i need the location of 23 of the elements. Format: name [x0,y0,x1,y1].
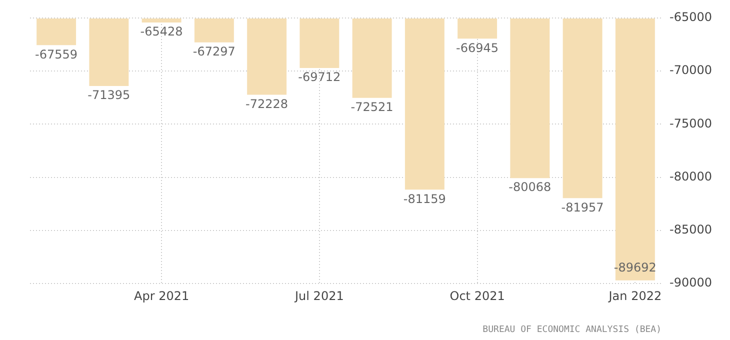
data-label: -65428 [140,24,183,39]
data-label: -89692 [614,260,656,274]
data-label: -71395 [88,88,130,102]
data-label: -72228 [246,96,288,111]
data-label: -69712 [298,70,341,84]
data-label: -81957 [561,200,604,214]
data-label: -72521 [350,100,394,114]
y-tick-label: -70000 [669,63,712,78]
y-tick-label: -65000 [669,10,712,24]
y-tick-label: -80000 [669,169,712,184]
text: BUREAU OF ECONOMIC ANALYSIS (BEA) [482,324,662,335]
x-tick-label: Oct 2021 [450,288,505,303]
y-tick-label: -90000 [669,276,712,290]
x-tick-label: Jul 2021 [294,288,344,303]
y-tick-label: -75000 [669,116,712,130]
data-label: -67297 [192,44,236,59]
data-label: -67559 [35,47,78,62]
x-tick-label: Apr 2021 [134,288,190,303]
x-tick-label: Jan 2022 [608,288,662,303]
data-label: -80068 [508,180,552,194]
y-tick-label: -85000 [669,222,712,237]
data-label: -66945 [456,40,499,55]
data-label: -81159 [403,192,446,206]
